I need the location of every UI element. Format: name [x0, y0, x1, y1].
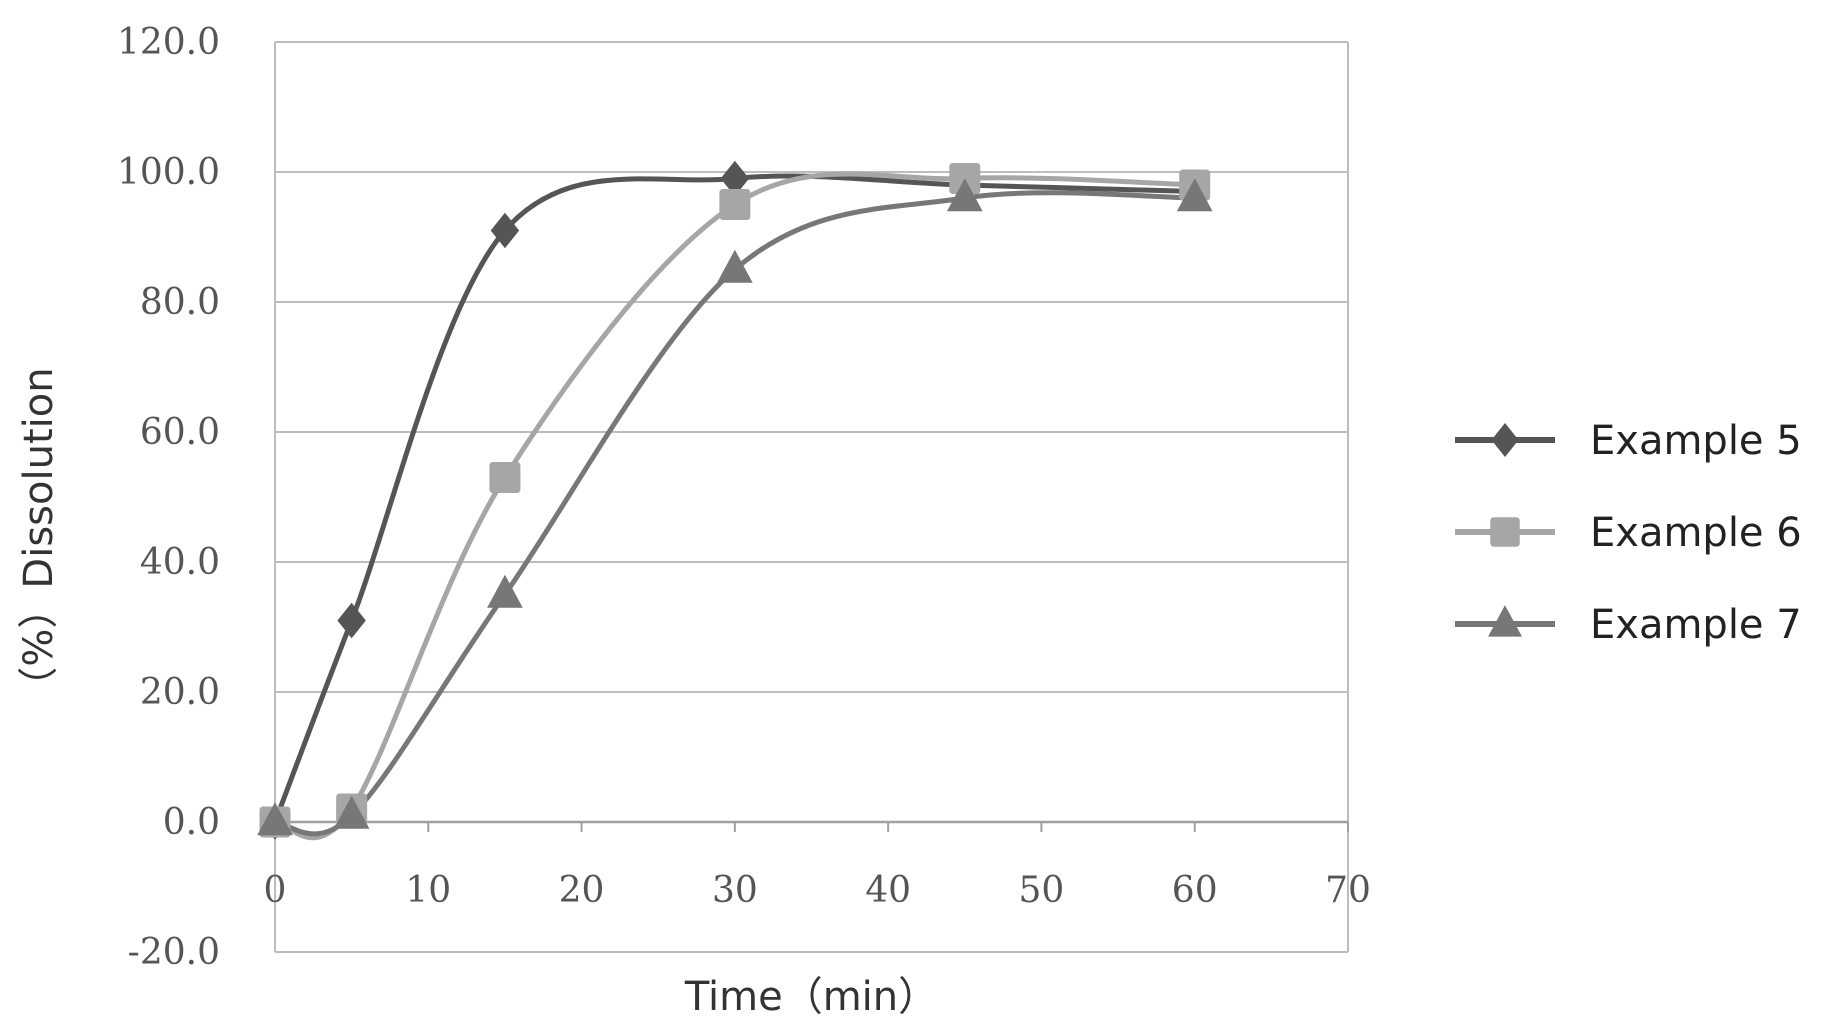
tick-labels: -20.0 0.0 20.0 40.0 60.0 80.0 100.0 120.0 0 10 20 3…: [117, 22, 1371, 973]
y-tick-label: -20.0: [128, 932, 220, 973]
legend-marker-triangle: [1488, 605, 1522, 637]
x-tick-label: 30: [712, 870, 758, 911]
data-point-triangle: [257, 802, 293, 836]
x-tick-label: 10: [405, 870, 451, 911]
x-axis-title: Time（min）: [684, 974, 938, 1020]
y-tick-label: 60.0: [140, 412, 220, 453]
y-axis-title: （%）Dissolution: [16, 367, 62, 706]
y-tick-label: 80.0: [140, 282, 220, 323]
legend-label: Example 5: [1590, 418, 1802, 464]
y-tick-label: 120.0: [117, 22, 220, 63]
legend: Example 5 Example 6 Example 7: [1455, 418, 1802, 648]
x-tick-label: 20: [559, 870, 605, 911]
y-tick-label: 0.0: [163, 802, 220, 843]
series-line-3: [272, 190, 1198, 837]
series-markers: [257, 160, 1213, 840]
legend-marker-diamond: [1491, 423, 1519, 457]
data-point-triangle: [333, 795, 370, 829]
y-tick-label: 40.0: [140, 542, 220, 583]
legend-label: Example 6: [1590, 510, 1802, 556]
x-tick-label: 70: [1325, 870, 1371, 911]
data-point-triangle: [717, 249, 753, 283]
legend-marker-square: [1490, 517, 1520, 547]
data-point-triangle: [1176, 178, 1213, 212]
x-tick-label: 60: [1172, 870, 1218, 911]
y-tick-label: 20.0: [140, 672, 220, 713]
x-tick-label: 40: [865, 870, 911, 911]
data-point-square: [719, 189, 751, 220]
x-tick-label: 0: [264, 870, 287, 911]
y-tick-label: 100.0: [117, 152, 220, 193]
data-point-square: [489, 462, 521, 493]
data-point-triangle: [487, 574, 523, 608]
data-point-diamond: [337, 602, 366, 639]
data-point-diamond: [490, 212, 520, 249]
data-point-triangle: [946, 178, 983, 212]
legend-label: Example 7: [1590, 602, 1802, 648]
x-tick-label: 50: [1019, 870, 1065, 911]
